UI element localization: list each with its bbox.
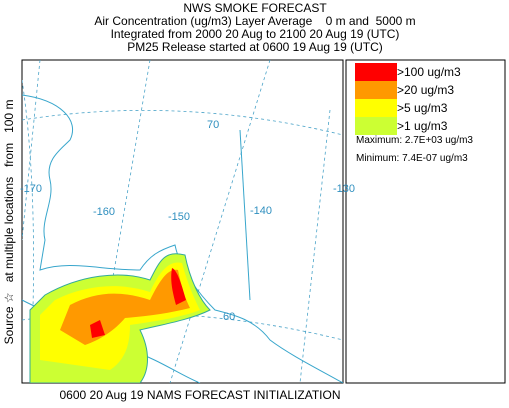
footer: 0600 20 Aug 19 NAMS FORECAST INITIALIZAT… [60, 388, 341, 402]
map-label: -150 [168, 211, 190, 223]
legend-swatch [355, 99, 397, 117]
title: NWS SMOKE FORECAST [183, 1, 327, 15]
legend-label: >5 ug/m3 [397, 101, 448, 115]
map-label: -160 [93, 206, 115, 218]
map-label: -130 [333, 183, 355, 195]
legend-label: >100 ug/m3 [397, 65, 461, 79]
map-label: -170 [20, 183, 42, 195]
subtitle: Air Concentration (ug/m3) Layer Average … [94, 14, 415, 28]
subtitle: PM25 Release started at 0600 19 Aug 19 (… [127, 40, 382, 54]
subtitle: Integrated from 2000 20 Aug to 2100 20 A… [111, 27, 400, 41]
legend-box [345, 59, 506, 384]
legend-label: >20 ug/m3 [397, 83, 454, 97]
map [21, 59, 344, 384]
legend-swatch [355, 81, 397, 99]
map-label: 70 [207, 119, 219, 131]
side-label: Source ☆ at multiple locations from 100 … [2, 100, 16, 345]
legend-min: Minimum: 7.4E-07 ug/m3 [356, 153, 468, 164]
legend-label: >1 ug/m3 [397, 119, 448, 133]
map-label: -140 [250, 205, 272, 217]
legend-swatch [355, 63, 397, 81]
legend-max: Maximum: 2.7E+03 ug/m3 [356, 135, 473, 146]
legend-swatch [355, 117, 397, 135]
map-label: 60 [223, 311, 235, 323]
